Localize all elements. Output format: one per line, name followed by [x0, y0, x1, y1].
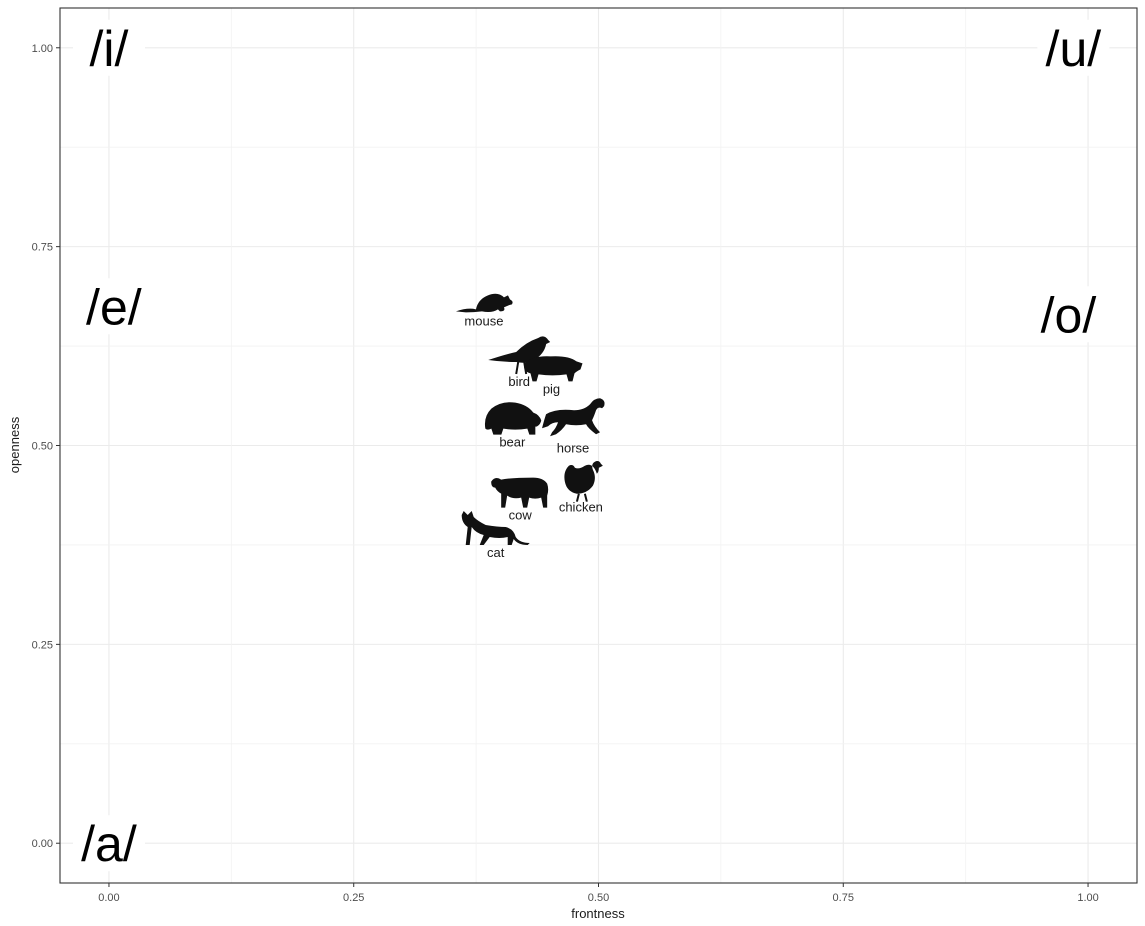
data-point-mouse: mouse [455, 293, 513, 328]
vowel-label: /u/ [1037, 19, 1110, 77]
point-label: cat [487, 545, 505, 560]
y-axis-title: openness [7, 416, 22, 473]
point-label: cow [509, 508, 533, 523]
point-label: bear [499, 435, 526, 450]
data-point-cow: cow [491, 477, 549, 523]
data-point-bear: bear [484, 402, 542, 450]
y-tick-label: 0.00 [32, 838, 53, 850]
vowel-label-background [77, 278, 150, 335]
vowel-label-background [1032, 286, 1105, 343]
data-point-bird: bird [488, 335, 551, 389]
vowel-label: /i/ [72, 19, 145, 77]
point-label: horse [557, 440, 590, 455]
data-point-cat: cat [461, 511, 530, 560]
y-tick-label: 0.75 [32, 242, 53, 254]
minor-gridlines [60, 8, 1137, 883]
vowel-label-background [72, 19, 145, 76]
vowel-label-text: /o/ [1041, 287, 1097, 343]
y-axis-ticks: 0.00 0.25 0.50 0.75 1.00 [32, 43, 60, 850]
vowel-label-background [72, 815, 145, 872]
x-tick-label: 1.00 [1077, 892, 1098, 904]
vowel-label-text: /u/ [1046, 21, 1102, 77]
vowel-label: /e/ [77, 278, 150, 335]
animal-points: mouse bird pig bear horse chicken cow cat [455, 293, 605, 560]
y-tick-label: 0.25 [32, 639, 53, 651]
vowel-label-text: /a/ [81, 816, 137, 872]
point-label: chicken [559, 500, 603, 515]
data-point-chicken: chicken [559, 460, 603, 515]
point-label: mouse [464, 313, 503, 328]
data-point-pig: pig [524, 356, 583, 396]
x-tick-label: 0.50 [588, 892, 609, 904]
x-axis-title: frontness [571, 906, 625, 921]
x-tick-label: 0.00 [98, 892, 119, 904]
y-tick-label: 1.00 [32, 43, 53, 55]
data-point-horse: horse [542, 398, 605, 455]
major-gridlines [60, 8, 1137, 883]
x-tick-label: 0.25 [343, 892, 364, 904]
vowel-label-text: /e/ [86, 279, 142, 335]
point-label: pig [543, 381, 560, 396]
vowel-label: /a/ [72, 815, 145, 872]
vowel-label-text: /i/ [90, 21, 129, 77]
x-axis-ticks: 0.00 0.25 0.50 0.75 1.00 [98, 883, 1099, 904]
vowel-label-background [1037, 19, 1110, 76]
point-label: bird [508, 374, 530, 389]
y-tick-label: 0.50 [32, 441, 53, 453]
vowel-label: /o/ [1032, 286, 1105, 343]
vowel-labels: /i/ /u/ /e/ /o/ /a/ [72, 19, 1110, 872]
x-tick-label: 0.75 [833, 892, 854, 904]
